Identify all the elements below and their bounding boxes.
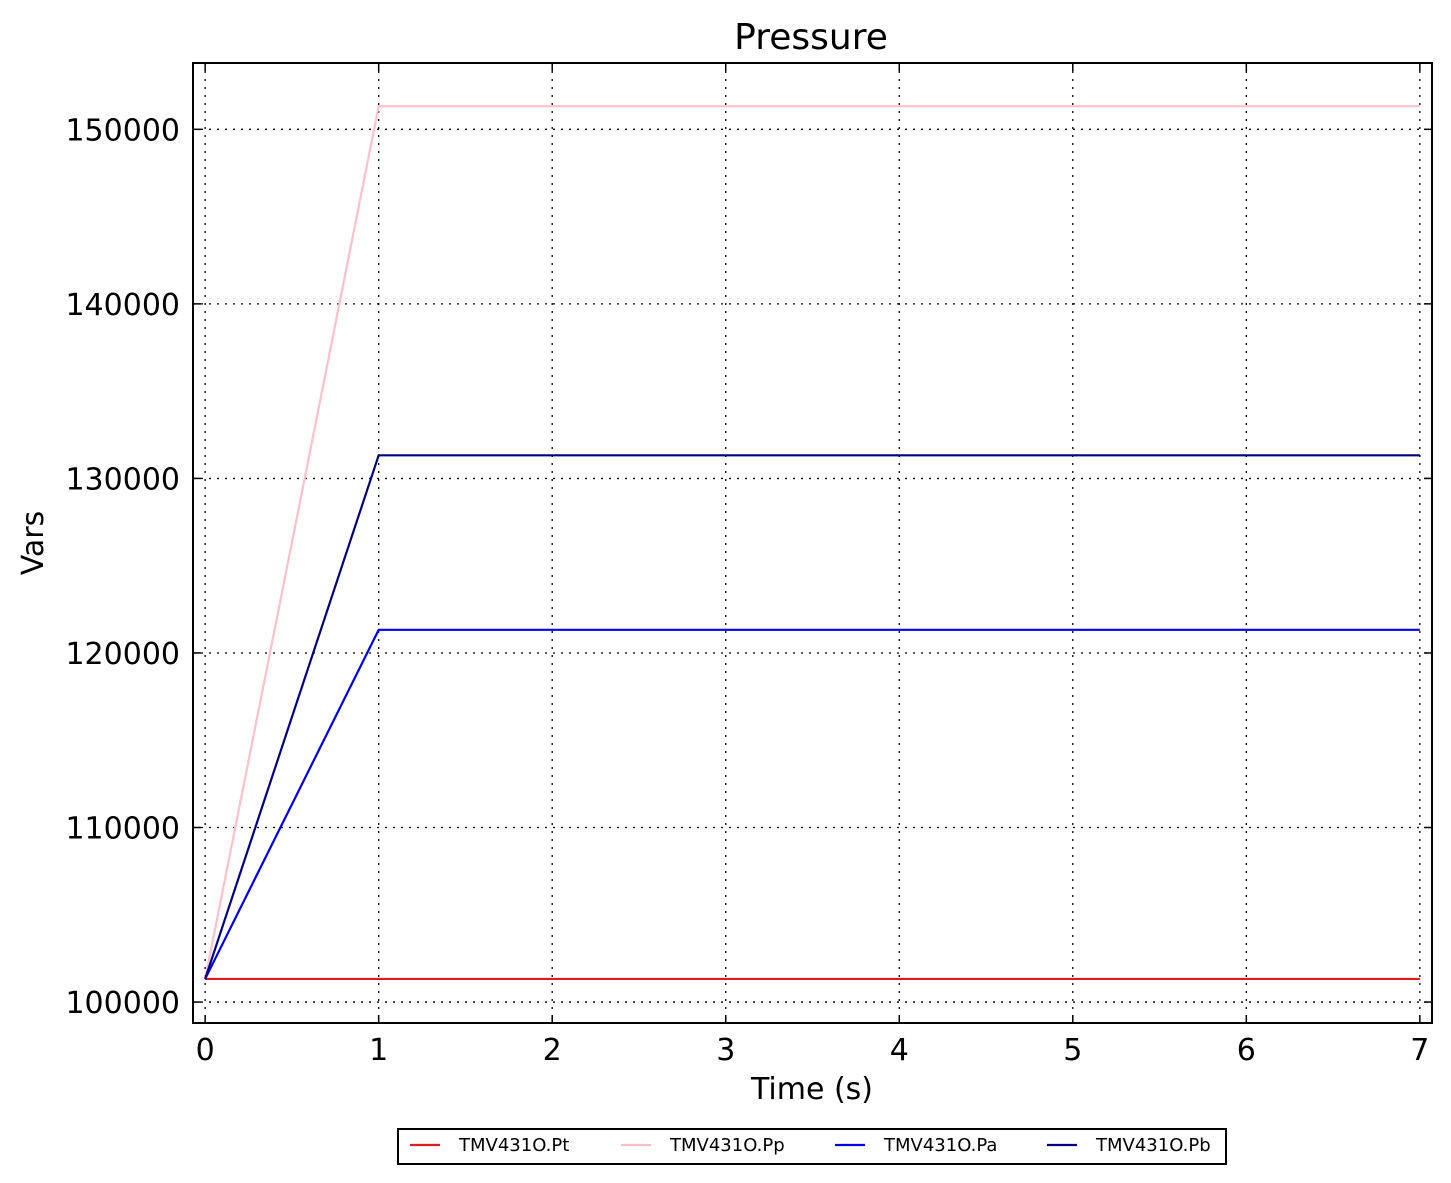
x-tick-label: 3: [716, 1033, 735, 1068]
y-tick-label: 130000: [65, 462, 180, 497]
x-axis-label: Time (s): [750, 1072, 873, 1107]
chart-title: Pressure: [734, 17, 888, 58]
legend: TMV431O.Pt TMV431O.Pp TMV431O.Pa TMV431O.Pb: [397, 1128, 1227, 1165]
legend-label: TMV431O.Pa: [883, 1135, 997, 1156]
series-line: [204, 105, 1420, 980]
x-tick-label: 1: [369, 1033, 388, 1068]
legend-label: TMV431O.Pp: [669, 1135, 785, 1156]
legend-label: TMV431O.Pt: [458, 1135, 569, 1156]
series-layer: [204, 105, 1420, 981]
y-tick-label: 150000: [65, 113, 180, 148]
y-tick-label: 140000: [65, 288, 180, 323]
x-tick-label: 5: [1063, 1033, 1082, 1068]
x-tick-label: 2: [543, 1033, 562, 1068]
y-tick-label: 120000: [65, 637, 180, 672]
series-line: [204, 628, 1420, 980]
x-tick-label: 0: [196, 1033, 215, 1068]
legend-label: TMV431O.Pb: [1095, 1135, 1211, 1156]
x-tick-label: 7: [1410, 1033, 1429, 1068]
x-tick-label: 4: [890, 1033, 909, 1068]
legend-box: [397, 1128, 1227, 1165]
y-tick-labels: 100000 110000 120000 130000 140000 150000: [65, 113, 180, 1021]
y-axis-label: Vars: [16, 511, 51, 576]
x-tick-labels: 0 1 2 3 4 5 6 7: [196, 1033, 1430, 1068]
grid-lines: [193, 63, 1432, 1023]
y-tick-label: 110000: [65, 812, 180, 847]
plot-frame: [192, 62, 1433, 1024]
y-tick-label: 100000: [65, 986, 180, 1021]
x-tick-label: 6: [1237, 1033, 1256, 1068]
series-line: [204, 454, 1420, 980]
axis-ticks: [193, 63, 1432, 1023]
